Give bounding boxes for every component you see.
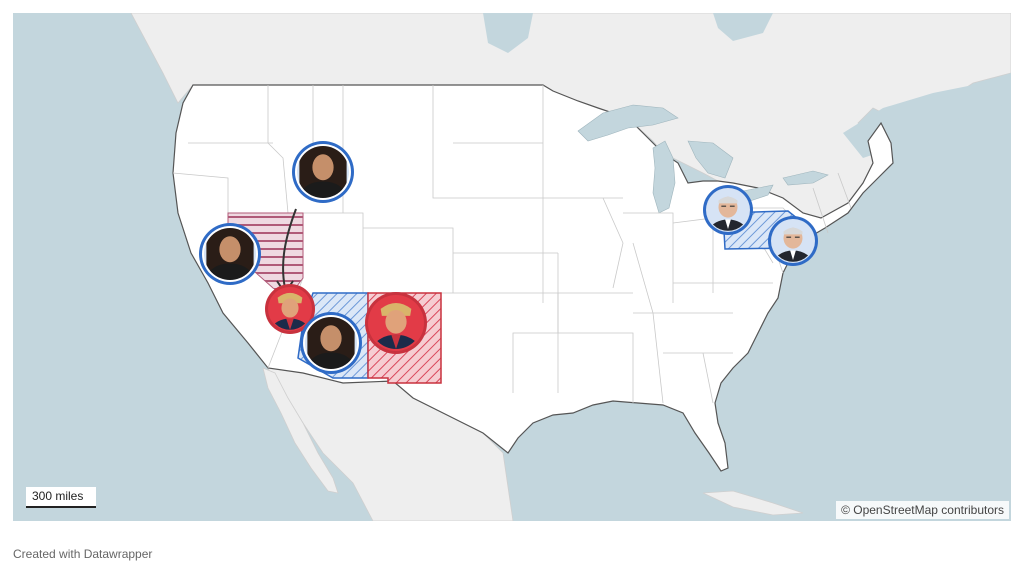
marker-harris-utah[interactable]: [292, 141, 354, 203]
cuba: [702, 490, 804, 516]
scale-label: 300 miles: [26, 487, 96, 506]
walz-portrait-icon: [772, 227, 814, 262]
trump-portrait-icon: [269, 292, 311, 330]
marker-harris-arizona[interactable]: [300, 312, 362, 374]
map-attribution[interactable]: © OpenStreetMap contributors: [836, 501, 1009, 519]
map-frame[interactable]: 300 miles © OpenStreetMap contributors: [13, 13, 1011, 521]
hudson-bay-edge: [713, 13, 773, 41]
lake-superior: [577, 104, 679, 142]
scale-line: [26, 506, 96, 508]
marker-walz-pennsylvania[interactable]: [703, 185, 753, 235]
harris-portrait-icon: [305, 317, 357, 369]
lake-ontario: [782, 170, 829, 186]
move-arrow: [282, 208, 297, 289]
marker-walz-new-jersey[interactable]: [768, 216, 818, 266]
map-svg: [130, 13, 1011, 521]
lake-huron: [687, 140, 734, 179]
footer-credit[interactable]: Created with Datawrapper: [13, 547, 153, 561]
harris-portrait-icon: [204, 228, 256, 280]
canada-lake: [483, 13, 533, 53]
marker-trump-new-mexico[interactable]: [365, 292, 427, 354]
walz-portrait-icon: [707, 196, 749, 231]
marker-harris-california[interactable]: [199, 223, 261, 285]
marker-trump-nevada[interactable]: [265, 284, 315, 334]
trump-portrait-icon: [370, 302, 422, 349]
lake-michigan: [652, 140, 676, 214]
scale-bar: 300 miles: [26, 487, 96, 508]
baja-california: [262, 367, 339, 494]
harris-portrait-icon: [297, 146, 349, 198]
